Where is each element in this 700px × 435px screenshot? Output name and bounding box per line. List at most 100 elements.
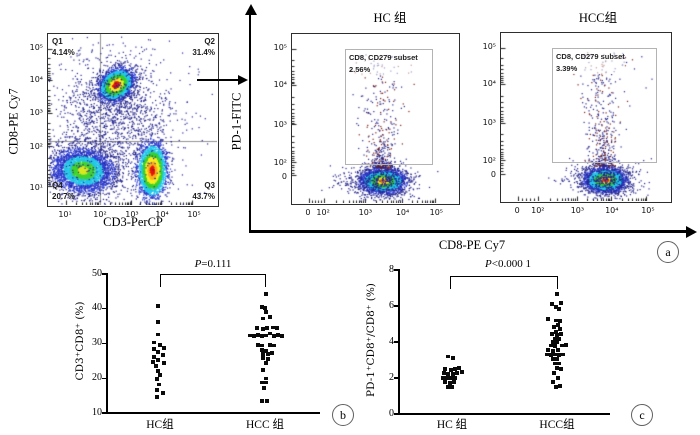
panel-y-tick-mark: [102, 377, 107, 379]
panel-y-tick-label: 50: [92, 267, 102, 279]
scatter-point: [265, 326, 269, 331]
scatter-point: [268, 314, 272, 319]
scatter-point: [264, 376, 268, 381]
scatter-point: [551, 348, 555, 353]
scatter-point: [443, 380, 447, 385]
panel-b-bracket-right-leg: [264, 274, 266, 287]
scatter-point: [460, 370, 464, 375]
flow-x-tick-label: 0: [514, 206, 520, 215]
scatter-point: [256, 342, 260, 347]
panel-c-group-label-hc: HC 组: [436, 419, 468, 431]
hcc-gate-label: CD8, CD279 subset 3.39%: [556, 51, 625, 74]
quadrant-label-q3: Q3 43.7%: [177, 180, 215, 202]
scatter-point: [558, 384, 562, 388]
panel-y-tick-mark: [102, 342, 107, 345]
scatter-point: [261, 327, 265, 331]
scatter-point: [260, 343, 264, 348]
panel-y-tick-label: 30: [92, 337, 102, 348]
scatter-point: [271, 325, 275, 330]
panel-y-tick-label: 2: [389, 371, 394, 383]
scatter-point: [441, 375, 445, 380]
scatter-point: [452, 380, 456, 385]
scatter-point: [270, 351, 274, 356]
scatter-point: [262, 386, 266, 390]
scatter-point: [156, 358, 160, 363]
hc-gate-box: [345, 49, 433, 165]
scatter-point: [151, 360, 155, 364]
flow-y-tick-label: 10³: [482, 118, 496, 128]
scatter-point: [260, 399, 264, 404]
scatter-point: [552, 324, 556, 329]
shared-y-axis-line: [249, 14, 252, 232]
panel-c-bracket: [450, 276, 558, 278]
panel-c-p-symbol: P: [485, 258, 492, 270]
q4-percent: 20.7%: [52, 192, 75, 201]
scatter-point: [556, 323, 560, 327]
scatter-point: [453, 367, 457, 371]
scatter-point: [261, 368, 265, 373]
scatter-point: [264, 333, 268, 338]
q2-percent: 31.4%: [192, 48, 215, 57]
scatter-point: [559, 367, 563, 371]
scatter-point: [553, 344, 557, 349]
flow-y-tick-label: 0: [490, 170, 496, 180]
scatter-point: [156, 350, 160, 355]
flow-plot-hc: [291, 33, 460, 205]
scatter-point: [158, 373, 162, 378]
scatter-point: [558, 319, 562, 324]
scatter-point: [555, 357, 559, 361]
scatter-point: [560, 343, 564, 348]
flow-x-tick-label: 10³: [358, 208, 373, 217]
scatter-point: [555, 366, 559, 371]
scatter-point: [551, 380, 555, 385]
flow-x-tick-label: 10⁵: [641, 206, 655, 215]
scatter-point: [156, 332, 160, 337]
flow-y-tick-label: 10⁵: [482, 41, 496, 51]
scatter-point: [152, 347, 156, 351]
scatter-point: [266, 352, 270, 357]
scatter-point: [275, 326, 279, 331]
panel-y-tick-mark: [394, 305, 399, 307]
flow-plot-cd3-cd8-canvas: [48, 34, 217, 205]
panel-y-tick-mark: [394, 377, 399, 379]
shared-y-axis-label: PD-1-FITC: [229, 92, 244, 151]
scatter-point: [265, 399, 269, 404]
hcc-gate-percent: 3.39%: [556, 63, 578, 73]
flow-plot-hcc: [500, 32, 672, 203]
panel-y-tick-mark: [102, 273, 107, 275]
flow-y-tick-label: 0: [281, 171, 287, 181]
scatter-point: [549, 353, 553, 357]
quadrant-label-q1: Q1 4.14%: [52, 36, 75, 58]
hcc-gate-box: [552, 48, 657, 163]
panel-y-tick-label: 4: [389, 335, 394, 347]
panel-y-tick-label: 40: [92, 302, 102, 314]
panel-b-x-axis-line: [106, 412, 320, 414]
scatter-point: [264, 380, 268, 385]
flow-y-tick-label: 10²: [29, 141, 43, 151]
scatter-point: [158, 342, 162, 347]
q4-name: Q4: [52, 181, 63, 190]
panel-y-tick-mark: [394, 269, 399, 271]
scatter-point: [557, 353, 561, 357]
scatter-point: [156, 320, 160, 325]
panel-c-x-axis-line: [398, 413, 610, 415]
scatter-point: [443, 367, 447, 371]
flow-y-tick-label: 10²: [273, 158, 287, 168]
panel-c-p-value: P<0.000 1: [448, 258, 568, 270]
panel-b-p-value: P=0.111: [153, 258, 273, 270]
panel-y-tick-label: 20: [92, 371, 102, 383]
scatter-point: [446, 384, 450, 389]
scatter-point: [546, 317, 550, 321]
flow-y-tick-label: 10³: [29, 108, 43, 118]
panel-y-tick-mark: [394, 413, 399, 415]
panel-c-group-label-hcc: HCC组: [539, 419, 575, 431]
scatter-point: [449, 376, 453, 381]
panel-y-tick-label: 8: [389, 263, 394, 275]
scatter-point: [559, 332, 563, 337]
scatter-point: [280, 333, 284, 338]
flow-y-tick-label: 10¹: [29, 182, 43, 192]
shared-x-axis-label: CD8-PE Cy7: [438, 238, 506, 252]
flow-x-tick-label: 10³: [570, 206, 585, 215]
scatter-point: [260, 333, 264, 338]
